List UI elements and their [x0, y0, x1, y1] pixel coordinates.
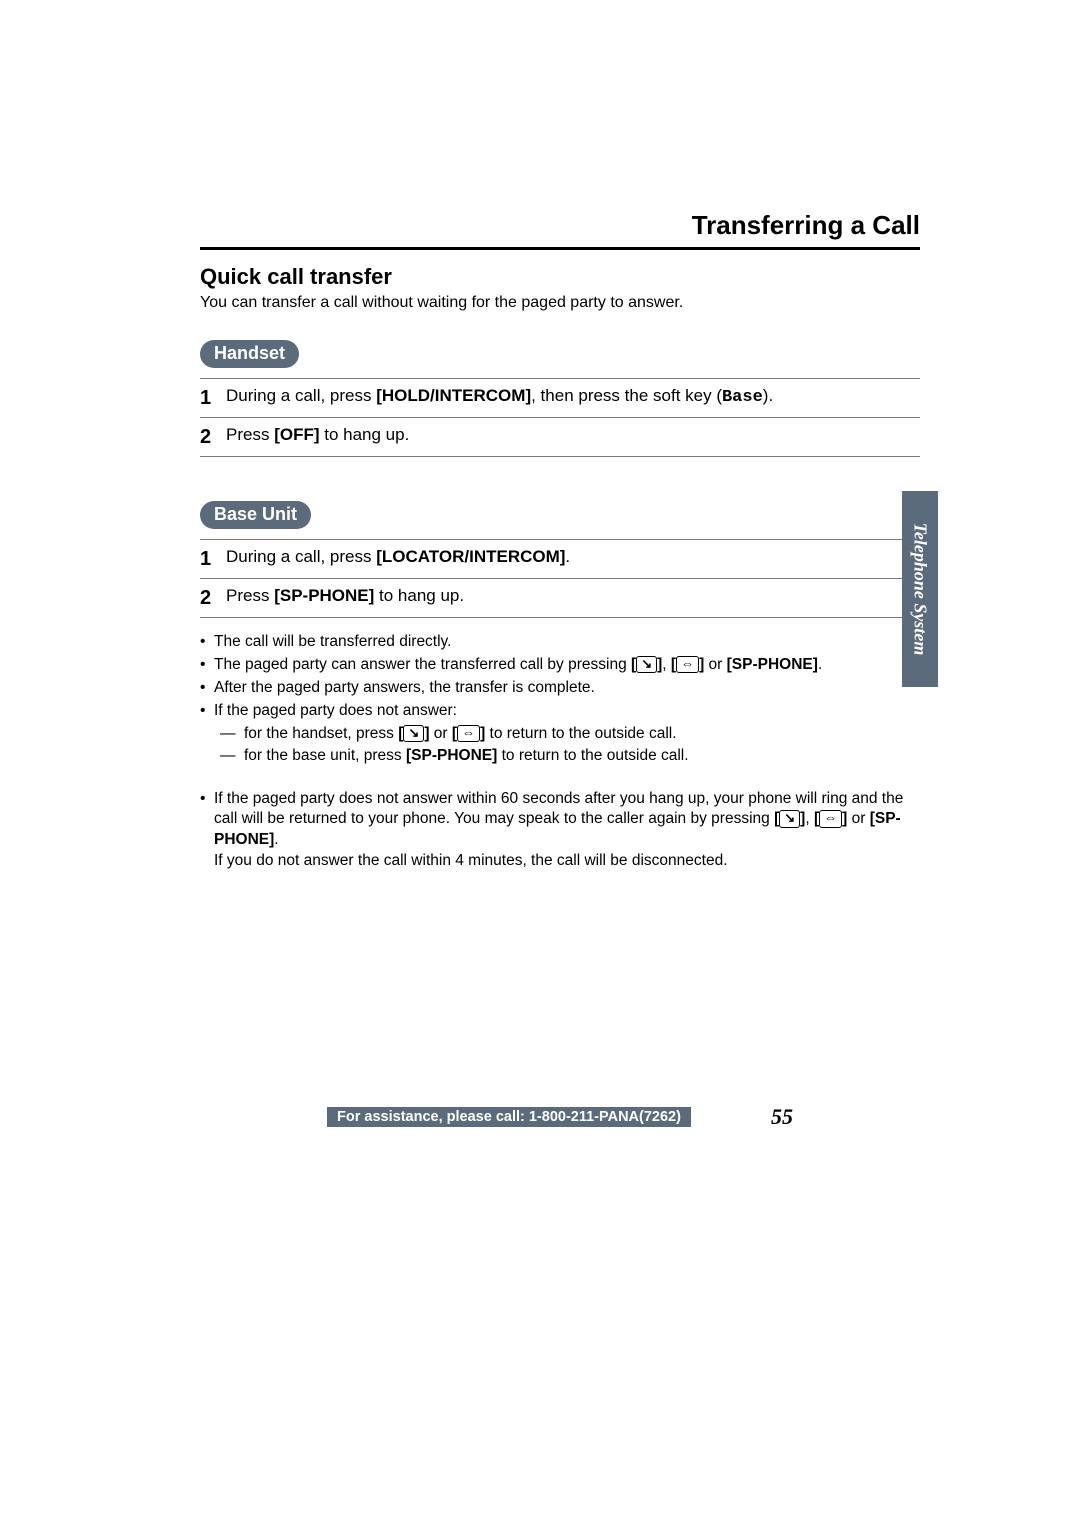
baseunit-pill: Base Unit: [200, 501, 311, 529]
step-row: 1 During a call, press [HOLD/INTERCOM], …: [200, 379, 920, 417]
step-row: 2 Press [OFF] to hang up.: [200, 418, 920, 456]
note-item: • The call will be transferred directly.: [200, 632, 920, 653]
step-body: Press [OFF] to hang up.: [226, 424, 409, 447]
step-text: Press: [226, 586, 274, 605]
key-label: [OFF]: [274, 425, 319, 444]
note-text: for the handset, press [↘] or [⇔] to ret…: [244, 724, 920, 745]
key-label: [LOCATOR/INTERCOM]: [376, 547, 565, 566]
talk-key-icon: ↘: [779, 810, 800, 827]
step-text: During a call, press: [226, 547, 376, 566]
note-text: If the paged party does not answer withi…: [214, 789, 920, 873]
handset-pill: Handset: [200, 340, 299, 368]
step-text: ).: [763, 386, 773, 405]
key-label: [SP-PHONE]: [274, 586, 374, 605]
page-number: 55: [771, 1104, 793, 1130]
note-subitem: — for the handset, press [↘] or [⇔] to r…: [220, 724, 920, 745]
notes-block-2: • If the paged party does not answer wit…: [200, 789, 920, 873]
step-text: , then press the soft key (: [531, 386, 722, 405]
notes-block: • The call will be transferred directly.…: [200, 632, 920, 767]
speaker-key-icon: ⇔: [819, 810, 842, 827]
step-body: Press [SP-PHONE] to hang up.: [226, 585, 464, 608]
title-rule: [200, 247, 920, 250]
note-text: for the base unit, press: [244, 747, 406, 764]
note-text: or: [429, 725, 451, 742]
note-item: • The paged party can answer the transfe…: [200, 655, 920, 676]
side-tab: Telephone System: [902, 491, 938, 687]
note-subitem: — for the base unit, press [SP-PHONE] to…: [220, 746, 920, 767]
bullet-icon: •: [200, 701, 214, 722]
dash-icon: —: [220, 746, 244, 767]
note-text: .: [818, 656, 822, 673]
step-text: to hang up.: [374, 586, 464, 605]
step-body: During a call, press [LOCATOR/INTERCOM].: [226, 546, 570, 569]
note-text: If the paged party does not answer:: [214, 701, 920, 722]
baseunit-section: Base Unit 1 During a call, press [LOCATO…: [200, 501, 920, 618]
step-text: .: [565, 547, 570, 566]
step-text: Press: [226, 425, 274, 444]
key-label: [SP-PHONE]: [406, 747, 497, 764]
note-text: or: [704, 656, 726, 673]
section-subhead: Quick call transfer: [200, 264, 920, 290]
baseunit-steps: 1 During a call, press [LOCATOR/INTERCOM…: [200, 539, 920, 618]
note-text: .: [274, 831, 278, 848]
note-text: If you do not answer the call within 4 m…: [214, 852, 728, 869]
note-text: for the base unit, press [SP-PHONE] to r…: [244, 746, 920, 767]
step-body: During a call, press [HOLD/INTERCOM], th…: [226, 385, 773, 410]
side-tab-label: Telephone System: [910, 523, 931, 656]
page-content: Transferring a Call Quick call transfer …: [200, 210, 920, 874]
step-row: 2 Press [SP-PHONE] to hang up.: [200, 579, 920, 617]
note-text: or: [847, 810, 869, 827]
assistance-banner: For assistance, please call: 1-800-211-P…: [327, 1107, 691, 1127]
step-number: 1: [200, 546, 226, 572]
note-text: The paged party can answer the transferr…: [214, 656, 631, 673]
note-item: • If the paged party does not answer:: [200, 701, 920, 722]
section-intro: You can transfer a call without waiting …: [200, 294, 920, 312]
step-number: 2: [200, 585, 226, 611]
bullet-icon: •: [200, 632, 214, 653]
step-number: 2: [200, 424, 226, 450]
note-text: ,: [662, 656, 671, 673]
dash-icon: —: [220, 724, 244, 745]
step-rule: [200, 617, 920, 618]
bullet-icon: •: [200, 655, 214, 676]
page-title: Transferring a Call: [200, 210, 920, 247]
talk-key-icon: ↘: [403, 725, 424, 742]
bullet-icon: •: [200, 678, 214, 699]
key-label: [SP-PHONE]: [727, 656, 818, 673]
talk-key-icon: ↘: [636, 656, 657, 673]
step-text: During a call, press: [226, 386, 376, 405]
step-number: 1: [200, 385, 226, 411]
note-item: • If the paged party does not answer wit…: [200, 789, 920, 873]
section-gap: [200, 457, 920, 501]
note-text: ,: [805, 810, 814, 827]
key-label: [HOLD/INTERCOM]: [376, 386, 531, 405]
speaker-key-icon: ⇔: [457, 725, 480, 742]
note-text: to return to the outside call.: [497, 747, 688, 764]
speaker-key-icon: ⇔: [676, 656, 699, 673]
step-row: 1 During a call, press [LOCATOR/INTERCOM…: [200, 540, 920, 578]
bullet-icon: •: [200, 789, 214, 873]
note-text: After the paged party answers, the trans…: [214, 678, 920, 699]
note-text: to return to the outside call.: [485, 725, 676, 742]
step-text: to hang up.: [320, 425, 410, 444]
page-footer: For assistance, please call: 1-800-211-P…: [200, 1104, 920, 1130]
handset-steps: 1 During a call, press [HOLD/INTERCOM], …: [200, 378, 920, 457]
note-item: • After the paged party answers, the tra…: [200, 678, 920, 699]
note-text: The call will be transferred directly.: [214, 632, 920, 653]
note-text: The paged party can answer the transferr…: [214, 655, 920, 676]
handset-section: Handset 1 During a call, press [HOLD/INT…: [200, 340, 920, 457]
softkey-label: Base: [722, 388, 763, 407]
note-text: for the handset, press: [244, 725, 398, 742]
